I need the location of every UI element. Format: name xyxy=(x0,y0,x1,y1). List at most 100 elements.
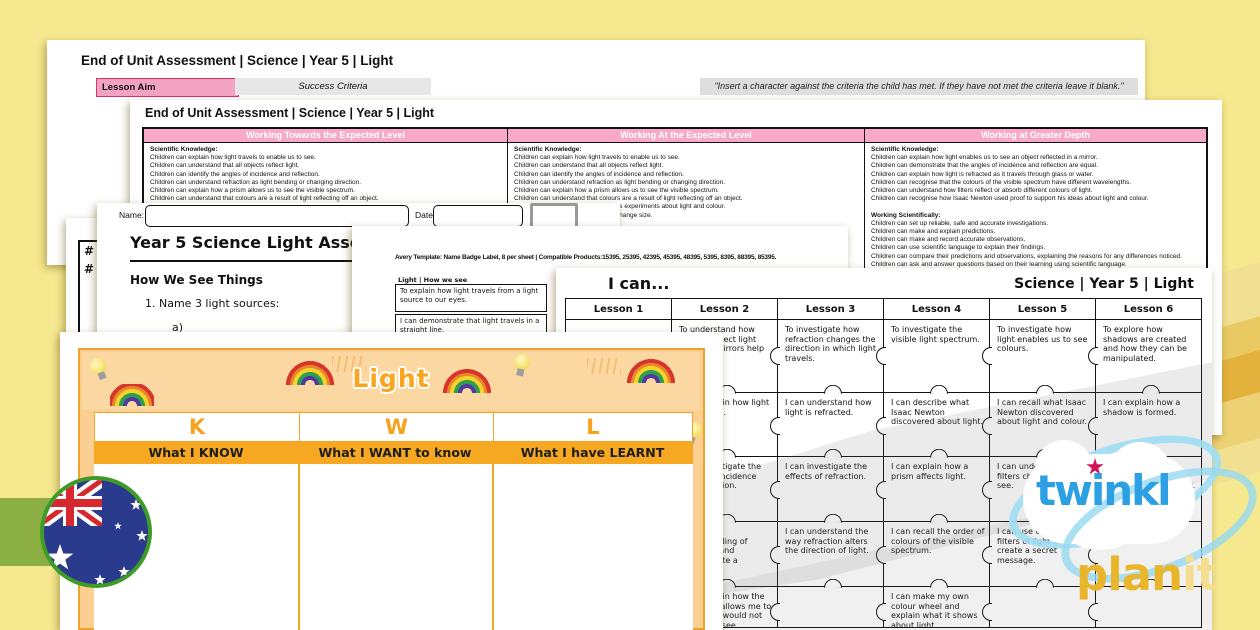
puzzle-cell: I can investigate the effects of refract… xyxy=(769,448,883,521)
lesson-header: Lesson 5 xyxy=(989,299,1095,320)
kwl-frame: Light K W L What I KNOW What I WANT to k… xyxy=(78,348,705,630)
column-header: Working At the Expected Level xyxy=(508,129,864,143)
name-field xyxy=(145,205,409,227)
criteria-line: Children can demonstrate that the angles… xyxy=(871,162,1098,170)
rainbow-icon xyxy=(442,368,492,393)
criteria-line: Children can set up reliable, safe and a… xyxy=(871,219,1049,227)
criteria-line: Children can make and explain prediction… xyxy=(871,228,996,236)
puzzle-cell: To investigate how light enables us to s… xyxy=(981,320,1095,392)
puzzle-cell: I can make my own colour wheel and expla… xyxy=(875,578,989,627)
badge-label: To explain how light travels from a ligh… xyxy=(395,284,547,312)
lesson-header: Lesson 1 xyxy=(566,299,671,320)
kwl-title: Light xyxy=(352,364,430,393)
criteria-line: Children can explain how a prism allows … xyxy=(514,187,719,195)
assessment-note: "Insert a character against the criteria… xyxy=(700,78,1138,95)
criteria-line: Children can explain how light enables u… xyxy=(871,154,1098,162)
kwl-subheading-know: What I KNOW xyxy=(148,445,244,460)
criteria-line: Children can compare their predictions a… xyxy=(871,252,1182,260)
kwl-subheading-want: What I WANT to know xyxy=(318,445,472,460)
puzzle-cell: To investigate the visible light spectru… xyxy=(875,320,989,392)
tab-lesson-aim: Lesson Aim xyxy=(96,78,239,97)
page-title: End of Unit Assessment | Science | Year … xyxy=(81,53,394,68)
column-header: Working Towards the Expected Level xyxy=(144,129,507,143)
criteria-line: Children can recognise that the colours … xyxy=(871,178,1132,186)
kwl-column-divider xyxy=(492,464,494,630)
kwl-column-divider xyxy=(298,464,300,630)
page-kwl-chart: Light K W L What I KNOW What I WANT to k… xyxy=(60,332,723,630)
page-title: End of Unit Assessment | Science | Year … xyxy=(145,106,435,120)
planit-logo: planit xyxy=(1076,548,1218,601)
cloud-icon xyxy=(1035,440,1093,498)
puzzle-cell: I can recall the order of colours of the… xyxy=(875,513,989,586)
lesson-header-row: Lesson 1 Lesson 2 Lesson 3 Lesson 4 Less… xyxy=(566,299,1201,320)
criteria-line: Children can explain how light travels t… xyxy=(514,154,680,162)
i-can-heading: I can... xyxy=(608,274,670,293)
squiggle-icon xyxy=(587,358,621,374)
criteria-line xyxy=(871,203,1200,211)
criteria-line: Children can identify the angles of inci… xyxy=(150,170,320,178)
criteria-line: Children can understand that all objects… xyxy=(150,162,300,170)
name-label: Name: xyxy=(119,210,145,220)
twinkl-wordmark: twinkl xyxy=(1036,466,1172,515)
cloud-icon xyxy=(1060,494,1140,550)
criteria-line: Children can explain how a prism allows … xyxy=(150,187,355,195)
puzzle-cell: I can explain how a prism affects light. xyxy=(875,448,989,521)
criteria-line: Scientific Knowledge: xyxy=(871,146,939,153)
column-header: Working at Greater Depth xyxy=(865,129,1206,143)
puzzle-cell xyxy=(769,578,883,627)
lesson-header: Lesson 2 xyxy=(671,299,777,320)
criteria-line: Working Scientifically: xyxy=(871,211,941,219)
criteria-line: Scientific Knowledge: xyxy=(150,146,218,153)
lesson-header: Lesson 4 xyxy=(883,299,989,320)
levels-column-working-towards: Working Towards the Expected Level Scien… xyxy=(144,129,507,424)
puzzle-cell: I can describe what Isaac Newton discove… xyxy=(875,384,989,456)
lesson-header: Lesson 3 xyxy=(777,299,883,320)
kwl-letter-k: K xyxy=(188,415,206,439)
rainbow-icon xyxy=(624,356,678,383)
criteria-line: Children can understand refraction as li… xyxy=(150,178,362,186)
kwl-body xyxy=(94,464,693,630)
australia-flag-icon xyxy=(40,476,152,588)
section-heading: How We See Things xyxy=(130,273,263,287)
avery-template-line: Avery Template: Name Badge Label, 8 per … xyxy=(395,254,777,261)
criteria-line: Children can understand that colours are… xyxy=(514,195,743,203)
puzzle-cell: To investigate how refraction changes th… xyxy=(769,320,883,392)
hash-line: # xyxy=(84,244,95,258)
criteria-line: Children can understand how filters refl… xyxy=(871,187,1093,195)
kwl-header-band: Light xyxy=(82,352,700,410)
kwl-letter-l: L xyxy=(493,413,692,441)
criteria-line: Scientific Knowledge: xyxy=(514,146,582,153)
levels-table: Working Towards the Expected Level Scien… xyxy=(142,127,1208,426)
tab-success-criteria: Success Criteria xyxy=(235,78,431,95)
kwl-subheading-band: What I KNOW What I WANT to know What I h… xyxy=(94,442,693,464)
criteria-line: Children can recognise how Isaac Newton … xyxy=(871,195,1149,203)
hash-line: # xyxy=(84,262,95,276)
criteria-line: Children can identify the angles of inci… xyxy=(514,170,684,178)
rainbow-icon xyxy=(285,360,335,385)
criteria-line: Children can understand that colours are… xyxy=(150,195,379,203)
kwl-subheading-learnt: What I have LEARNT xyxy=(520,445,665,460)
puzzle-cell: I can understand how light is refracted. xyxy=(769,384,883,456)
levels-column-greater-depth: Working at Greater Depth Scientific Know… xyxy=(864,129,1206,424)
planit-plan-text: plan xyxy=(1076,548,1183,601)
puzzle-cell: To explore how shadows are created and h… xyxy=(1087,320,1201,392)
criteria-line: Children can explain how light is refrac… xyxy=(871,170,1094,178)
lesson-header: Lesson 6 xyxy=(1095,299,1201,320)
kwl-letter-w: W xyxy=(299,413,493,441)
criteria-line: Children can understand refraction as li… xyxy=(514,178,726,186)
date-label: Date: xyxy=(415,210,436,220)
squiggle-icon xyxy=(332,356,366,372)
unit-label: Science | Year 5 | Light xyxy=(1014,276,1194,292)
question-1: 1. Name 3 light sources: xyxy=(145,297,280,310)
kwl-letter-row: K W L xyxy=(94,412,693,442)
question-1a: a) xyxy=(172,321,184,334)
badge-sheet-label: Light | How we see xyxy=(398,276,468,284)
australia-flag-badge xyxy=(38,474,154,595)
puzzle-cell: I can understand the way refraction alte… xyxy=(769,513,883,586)
criteria-line: Children can ask and answer questions ba… xyxy=(871,260,1127,268)
cloud-icon xyxy=(1108,442,1172,506)
criteria-line: Children can understand that all objects… xyxy=(514,162,664,170)
date-field xyxy=(433,205,523,227)
twinkl-logo: twinkl xyxy=(990,412,1260,606)
rainbow-icon xyxy=(110,384,154,406)
